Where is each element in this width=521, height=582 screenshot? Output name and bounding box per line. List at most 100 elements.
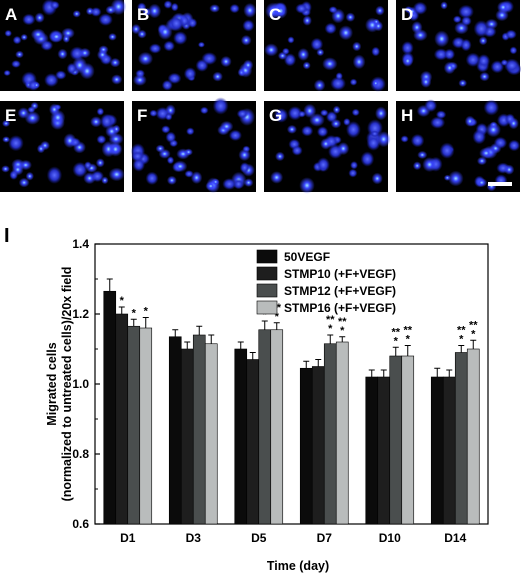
cell-nucleus [448,170,464,187]
significance-marker: * [471,328,476,340]
significance-marker: * [328,323,333,335]
cell-nucleus [158,148,171,159]
cell-nucleus [412,161,422,171]
cell-nucleus [142,7,152,17]
cell-nucleus [400,135,409,143]
cell-nucleus [57,48,68,60]
cell-nucleus [430,116,446,129]
cell-nucleus [112,124,121,134]
legend-label: STMP12 (+F+VEGF) [284,284,396,298]
cell-nucleus [297,48,310,61]
cell-nucleus [472,129,487,145]
cell-nucleus [220,55,232,68]
cell-nucleus [66,62,78,75]
cell-nucleus [273,108,289,123]
cell-nucleus [20,33,28,41]
x-tick-label: D5 [251,531,267,545]
bar [258,329,272,525]
cell-nucleus [168,15,185,32]
cell-nucleus [148,3,162,19]
x-tick-label: D14 [444,531,466,545]
cell-nucleus [286,124,298,134]
cell-nucleus [439,142,455,159]
cell-nucleus [72,161,88,178]
cell-nucleus [219,120,234,133]
cell-nucleus [157,23,173,40]
cell-nucleus [30,101,39,110]
micrograph-panel-c: C [264,0,388,92]
cell-nucleus [458,79,468,88]
cell-nucleus [163,40,175,52]
cell-nucleus [401,41,414,55]
x-tick-label: D10 [379,531,401,545]
bar [234,348,248,525]
y-axis-label-line1: Migrated cells [45,342,59,425]
panel-letter-a: A [5,5,17,24]
cell-nucleus [497,1,510,14]
x-tick-label: D3 [186,531,202,545]
cell-nucleus [287,106,303,121]
legend-label: STMP16 (+F+VEGF) [284,301,396,315]
cell-nucleus [170,2,179,12]
cell-nucleus [478,36,488,46]
panel-letter-h: H [401,106,413,125]
cell-nucleus [349,78,358,86]
cell-nucleus [164,112,173,121]
micrograph-panel-a: A [0,0,127,91]
cell-nucleus [490,60,505,74]
micrograph-panel-h: H [396,99,521,192]
legend-label: 50VEGF [284,250,330,264]
cell-nucleus [371,172,383,185]
cell-nucleus [161,125,171,134]
cell-nucleus [370,130,379,138]
cell-nucleus [479,147,494,159]
cell-nucleus [205,181,217,191]
y-tick-label: 1.2 [72,307,89,321]
cell-nucleus [183,67,197,81]
cell-nucleus [163,0,173,9]
cell-nucleus [464,115,476,127]
bar [127,325,141,525]
cell-nucleus [371,46,381,57]
cell-nucleus [25,171,34,181]
cell-nucleus [197,41,205,48]
cell-nucleus [184,170,194,178]
cell-nucleus [345,12,356,22]
cell-nucleus [229,3,240,14]
cell-nucleus [410,133,425,148]
significance-marker: * [120,295,125,307]
cell-nucleus [493,136,508,149]
bar [335,341,349,525]
cell-nucleus [282,47,290,55]
significance-marker: * [340,325,345,337]
cell-nucleus [95,158,105,168]
significance-marker: ** [391,326,400,338]
cell-nucleus [477,54,491,68]
cell-nucleus [476,177,488,188]
cell-nucleus [201,52,218,66]
cell-nucleus [98,45,109,54]
cell-nucleus [63,133,77,149]
cell-nucleus [332,105,341,114]
cell-nucleus [402,54,414,67]
cell-nucleus [412,1,428,15]
cell-nucleus [348,168,358,178]
bar [246,359,260,525]
scale-bar [488,182,512,186]
cell-nucleus [458,4,474,19]
legend-swatch [256,300,278,315]
cell-nucleus [137,29,147,39]
cell-nucleus [110,0,127,16]
bar [103,290,117,525]
cell-nucleus [165,131,177,143]
chart-legend: 50VEGF STMP10 (+F+VEGF) STMP12 (+F+VEGF) ST… [256,249,396,315]
cell-nucleus [485,122,501,138]
cell-nucleus [372,18,380,25]
cell-nucleus [270,171,284,184]
micrograph-panel-e: E [0,101,125,192]
significance-marker: * [394,335,399,347]
cell-nucleus [460,38,472,52]
bar [180,348,194,525]
cell-nucleus [291,145,303,156]
